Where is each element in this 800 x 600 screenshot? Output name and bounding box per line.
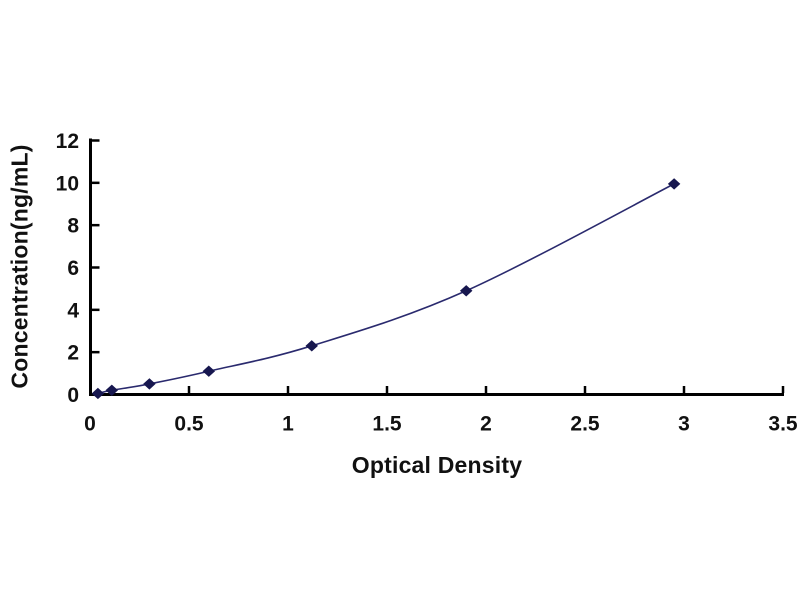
x-tick-label: 3.5	[768, 413, 798, 436]
y-tick-label: 0	[67, 384, 79, 407]
data-point-marker	[459, 285, 473, 297]
data-point-marker	[105, 384, 119, 396]
y-tick-label: 10	[56, 172, 79, 195]
y-tick-label: 4	[67, 299, 79, 322]
data-point-marker	[305, 340, 319, 352]
x-tick-label: 0.5	[174, 413, 204, 436]
y-tick-label: 6	[67, 257, 79, 280]
data-point-marker	[667, 178, 681, 190]
x-tick-label: 1.5	[372, 413, 402, 436]
x-tick-label: 1	[282, 413, 294, 436]
data-point-marker	[91, 387, 105, 400]
y-tick-label: 2	[67, 342, 79, 365]
x-tick-label: 3	[678, 413, 690, 436]
y-tick-label: 8	[67, 215, 79, 238]
y-tick-label: 12	[56, 130, 79, 153]
x-tick-label: 0	[84, 413, 96, 436]
x-axis-title: Optical Density	[351, 452, 523, 478]
data-point-marker	[143, 378, 156, 390]
data-point-marker	[202, 365, 216, 377]
axis-lines	[89, 138, 784, 396]
standard-curve-line	[97, 183, 675, 395]
x-tick-label: 2	[480, 413, 492, 436]
x-tick-label: 2.5	[570, 413, 600, 436]
